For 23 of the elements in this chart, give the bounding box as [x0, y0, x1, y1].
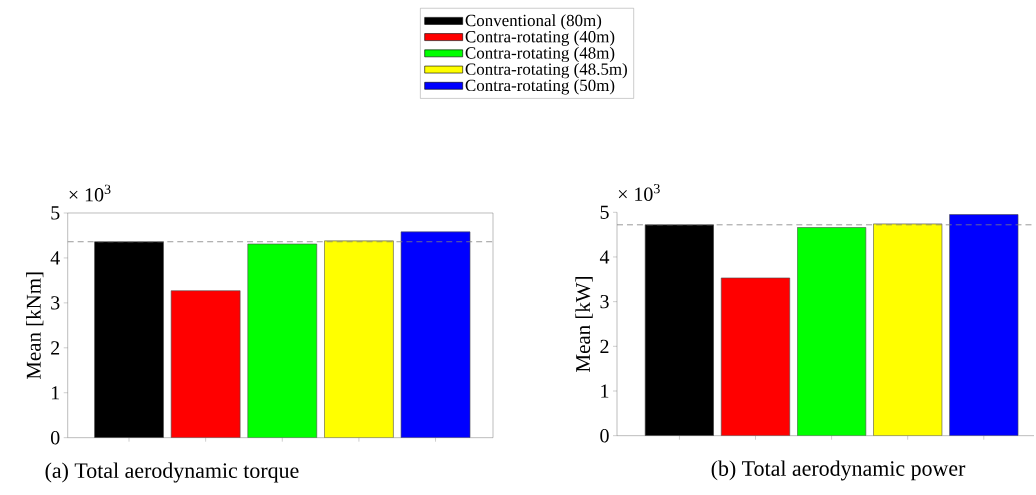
y-tick-label: 5: [51, 206, 60, 220]
text: × 10$^{3}$: [69, 184, 111, 202]
legend-label: Contra-rotating (48.5m): [465, 62, 627, 79]
y-tick-label: 5: [600, 205, 609, 219]
y-tick-label: 1: [51, 386, 59, 400]
y-tick-label: 0: [600, 428, 609, 443]
text: (b) Total aerodynamic power: [711, 460, 966, 481]
legend-label: Contra-rotating (48m): [465, 46, 615, 63]
legend-label: Conventional (80m): [465, 14, 602, 30]
y-tick-label: 2: [51, 341, 60, 355]
y-tick-label: 3: [600, 294, 609, 309]
legend-label: Contra-rotating (40m): [465, 30, 615, 46]
y-tick-label: 1: [601, 384, 609, 398]
y-tick-label: 2: [600, 339, 609, 353]
y-axis-title: Mean [kNm]: [26, 272, 44, 380]
y-tick-label: 4: [50, 251, 60, 265]
y-tick-label: 0: [50, 430, 60, 445]
y-tick-label: 3: [51, 296, 60, 310]
text: × 10$^{3}$: [618, 183, 660, 201]
text: (a) Total aerodynamic torque: [45, 462, 299, 483]
legend-label: Contra-rotating (50m): [465, 79, 615, 95]
y-tick-label: 4: [599, 250, 610, 264]
y-axis-title: Mean [kW]: [575, 277, 593, 372]
